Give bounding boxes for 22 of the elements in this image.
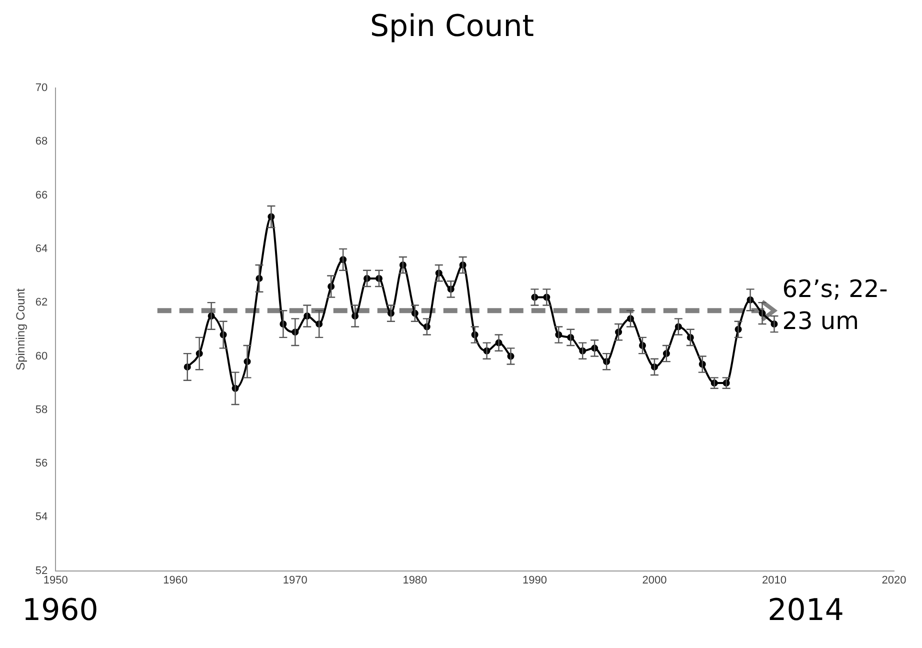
y-tick-label: 70 [35, 82, 48, 94]
y-tick-label: 62 [35, 296, 48, 309]
y-tick-label: 64 [35, 242, 48, 255]
y-tick-label: 60 [35, 350, 48, 362]
y-tick-label: 54 [35, 511, 48, 524]
x-tick-label: 1990 [522, 574, 547, 586]
y-tick-label: 68 [35, 136, 48, 148]
x-tick-label: 1970 [282, 574, 308, 586]
x-tick-label: 1980 [402, 574, 428, 586]
y-tick-label: 66 [35, 189, 48, 202]
x-tick-label: 1950 [43, 574, 68, 586]
x-tick-label: 2010 [762, 574, 786, 586]
x-tick-label: 2000 [642, 574, 667, 586]
text: 2014 [768, 592, 844, 628]
x-tick-label: 1960 [163, 574, 188, 586]
y-axis-title: Spinning Count [14, 288, 28, 370]
y-tick-label: 58 [35, 404, 48, 416]
chart-title: Spin Count [370, 8, 534, 44]
y-tick-label: 52 [35, 564, 48, 577]
ref-line-label: 62’s; 22-23 um [782, 274, 889, 337]
x-tick-label: 2020 [882, 574, 906, 586]
y-tick-label: 56 [35, 458, 48, 470]
